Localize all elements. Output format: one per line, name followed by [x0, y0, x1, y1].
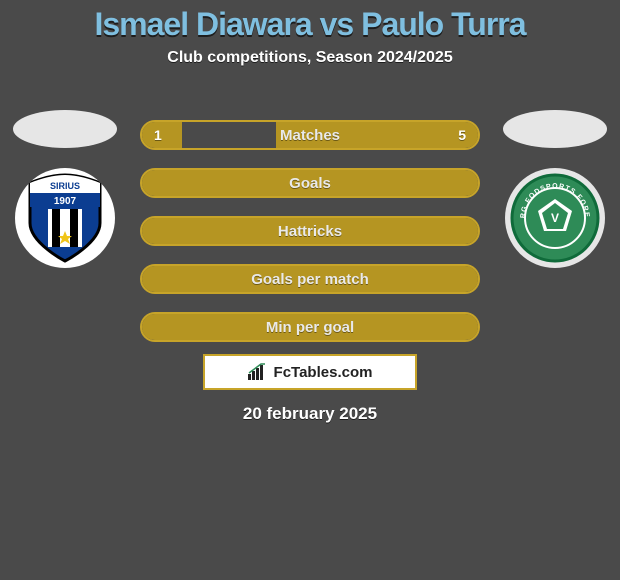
footer-date: 20 february 2025 — [0, 404, 620, 424]
left-player-name-pill — [13, 110, 117, 148]
svg-text:SIRIUS: SIRIUS — [50, 181, 80, 191]
stat-bar-matches: 1 5 Matches — [140, 120, 480, 150]
page-subtitle: Club competitions, Season 2024/2025 — [0, 49, 620, 67]
left-club-badge: SIRIUS 1907 — [15, 168, 115, 268]
stat-label: Goals — [289, 175, 331, 192]
stat-label: Matches — [280, 127, 340, 144]
brand-attribution: FcTables.com — [203, 354, 417, 390]
stat-bar-goals-per-match: Goals per match — [140, 264, 480, 294]
stat-value-right: 5 — [458, 127, 466, 143]
sirius-shield-icon: SIRIUS 1907 — [22, 173, 108, 263]
stat-label: Goals per match — [251, 271, 369, 288]
stat-value-left: 1 — [154, 127, 162, 143]
stat-bar-hattricks: Hattricks — [140, 216, 480, 246]
stat-bar-goals: Goals — [140, 168, 480, 198]
right-player-name-pill — [503, 110, 607, 148]
stat-bar-min-per-goal: Min per goal — [140, 312, 480, 342]
right-player-column: VIBORG FODSPORTS FORENING V — [490, 110, 620, 268]
stat-fill-left — [142, 122, 182, 148]
stat-label: Min per goal — [266, 319, 354, 336]
page-title: Ismael Diawara vs Paulo Turra — [0, 0, 620, 43]
right-club-badge: VIBORG FODSPORTS FORENING V — [505, 168, 605, 268]
stat-label: Hattricks — [278, 223, 342, 240]
svg-text:1907: 1907 — [54, 196, 77, 207]
brand-text: FcTables.com — [274, 364, 373, 381]
left-player-column: SIRIUS 1907 — [0, 110, 130, 268]
viborg-badge-icon: VIBORG FODSPORTS FORENING V — [510, 173, 600, 263]
stats-panel: 1 5 Matches Goals Hattricks Goals per match Mi… — [140, 120, 480, 342]
svg-text:V: V — [551, 211, 559, 225]
bar-chart-icon — [248, 363, 268, 381]
comparison-infographic: Ismael Diawara vs Paulo Turra Club compe… — [0, 0, 620, 580]
